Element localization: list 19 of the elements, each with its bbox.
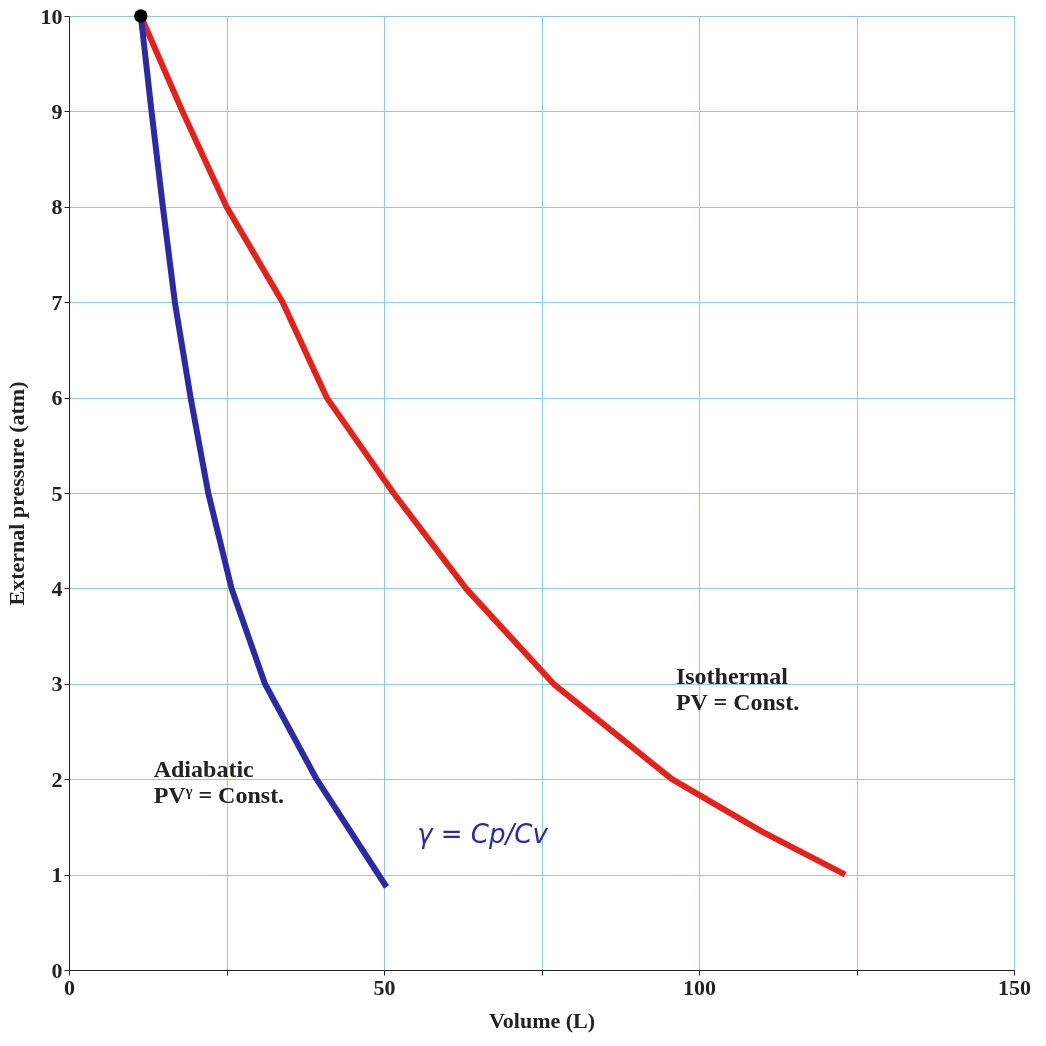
- x-tick-label: 100: [683, 974, 716, 1000]
- y-tick-label: 8: [51, 194, 63, 220]
- annotation: Adiabatic PVᵞ = Const.: [153, 756, 285, 809]
- y-axis-title: External pressure (atm): [3, 381, 29, 606]
- annotation: γ = Cp/Cv: [417, 819, 549, 850]
- y-tick-label: 4: [51, 575, 63, 601]
- y-tick-label: 6: [51, 385, 63, 411]
- y-tick-label: 10: [40, 3, 63, 29]
- y-tick-label: 1: [51, 862, 63, 888]
- x-tick-label: 50: [373, 974, 396, 1000]
- x-axis-title: Volume (L): [488, 1007, 596, 1033]
- y-tick-label: 9: [51, 98, 63, 124]
- y-tick-label: 7: [51, 289, 63, 315]
- y-tick-label: 0: [51, 957, 63, 983]
- y-tick-label: 2: [51, 766, 63, 792]
- y-tick-label: 5: [51, 480, 63, 506]
- x-tick-label: 150: [998, 974, 1031, 1000]
- y-tick-label: 3: [51, 671, 63, 697]
- annotation: Isothermal PV = Const.: [675, 663, 800, 716]
